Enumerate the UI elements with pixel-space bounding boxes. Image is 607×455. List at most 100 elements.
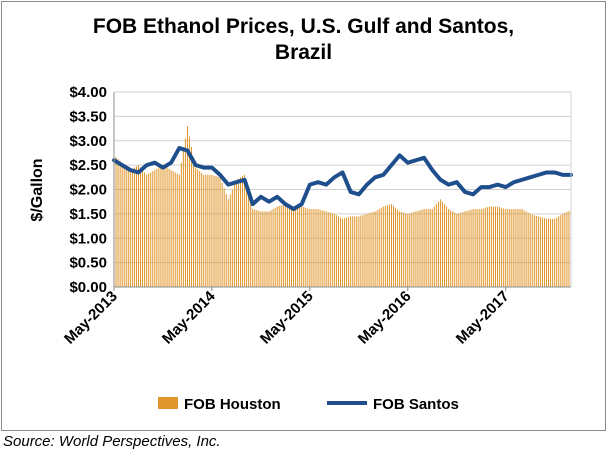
houston-bar (193, 157, 195, 287)
houston-bar (217, 176, 219, 287)
houston-bar (388, 204, 390, 287)
houston-bar (470, 209, 472, 287)
houston-bar (427, 209, 429, 287)
houston-bar (256, 210, 258, 287)
houston-bar (260, 211, 262, 287)
houston-bar (125, 166, 127, 287)
houston-bar (537, 216, 539, 287)
y-tick-label: $1.50 (69, 206, 107, 223)
santos-line-group (112, 146, 573, 211)
houston-bar (258, 210, 260, 287)
y-tick-label: $3.50 (69, 108, 107, 125)
houston-bar (395, 207, 397, 287)
houston-bar (403, 212, 405, 287)
houston-bar (303, 207, 305, 287)
houston-bar (539, 216, 541, 287)
houston-bar (286, 205, 288, 287)
houston-bar (372, 212, 374, 287)
houston-bar (115, 157, 117, 287)
houston-bar (233, 184, 235, 287)
houston-bar (307, 208, 309, 287)
houston-bar (315, 209, 317, 287)
chart-title: FOB Ethanol Prices, U.S. Gulf and Santos… (0, 14, 607, 66)
houston-bar (297, 207, 299, 287)
houston-bar (295, 208, 297, 287)
houston-bar (250, 200, 252, 287)
houston-bar (146, 174, 148, 287)
houston-bar (131, 168, 133, 287)
houston-bar (168, 168, 170, 287)
houston-bar (280, 205, 282, 287)
houston-bar (509, 209, 511, 287)
houston-bar (488, 206, 490, 287)
houston-bar (433, 206, 435, 287)
gridlines (114, 91, 571, 264)
houston-bar (533, 215, 535, 287)
houston-bar (407, 213, 409, 287)
x-tick-label: May-2016 (355, 288, 415, 348)
houston-bar (284, 204, 286, 287)
houston-bar (133, 167, 135, 287)
houston-bar (458, 213, 460, 287)
houston-bar (411, 212, 413, 287)
houston-bar (282, 204, 284, 287)
chart-canvas: $0.00 $0.50 $1.00 $1.50 $2.00 $2.50 $3.00 $3.50… (29, 84, 573, 413)
houston-bar (123, 164, 125, 287)
houston-bar (448, 209, 450, 287)
houston-bar (323, 210, 325, 287)
houston-bar (476, 209, 478, 287)
houston-bar (399, 211, 401, 287)
houston-bar (195, 167, 197, 287)
houston-bar (517, 209, 519, 287)
houston-bar (223, 188, 225, 287)
houston-bar (554, 218, 556, 287)
houston-bar (237, 178, 239, 287)
houston-bar (268, 211, 270, 287)
houston-bar (472, 209, 474, 287)
houston-bar (235, 179, 237, 287)
houston-bar (274, 207, 276, 287)
houston-bar (148, 173, 150, 287)
houston-bar (492, 206, 494, 287)
houston-bar (484, 207, 486, 287)
houston-bar (456, 213, 458, 287)
houston-bar (568, 210, 570, 287)
houston-bar (129, 170, 131, 287)
houston-bar (446, 206, 448, 287)
houston-bar (370, 212, 372, 287)
legend-houston-swatch (158, 397, 178, 409)
houston-bar (541, 217, 543, 287)
houston-bar (505, 209, 507, 287)
houston-bar (182, 150, 184, 287)
houston-bar (197, 169, 199, 287)
houston-bar (335, 215, 337, 287)
houston-bar (135, 166, 137, 287)
houston-bar (327, 212, 329, 287)
houston-bar (144, 172, 146, 287)
houston-bar (452, 211, 454, 287)
houston-bar (270, 210, 272, 287)
houston-bar (535, 215, 537, 287)
houston-bar (127, 168, 129, 287)
houston-bar (503, 208, 505, 287)
houston-bar (439, 199, 441, 287)
houston-bar (278, 205, 280, 287)
houston-bar (562, 213, 564, 287)
houston-bar (437, 201, 439, 287)
houston-bar (227, 199, 229, 287)
houston-bar (352, 216, 354, 287)
houston-bar (423, 209, 425, 287)
houston-bar (513, 209, 515, 287)
houston-bar (374, 211, 376, 287)
houston-bar (254, 209, 256, 287)
houston-bar (450, 210, 452, 287)
y-axis-label: $/Gallon (29, 158, 46, 221)
houston-bar (521, 209, 523, 287)
houston-bar (344, 218, 346, 287)
source-note: Source: World Perspectives, Inc. (3, 433, 221, 450)
houston-bar (376, 210, 378, 287)
houston-bar (356, 216, 358, 287)
houston-bar (507, 209, 509, 287)
houston-bar (229, 194, 231, 287)
houston-bar (354, 216, 356, 287)
